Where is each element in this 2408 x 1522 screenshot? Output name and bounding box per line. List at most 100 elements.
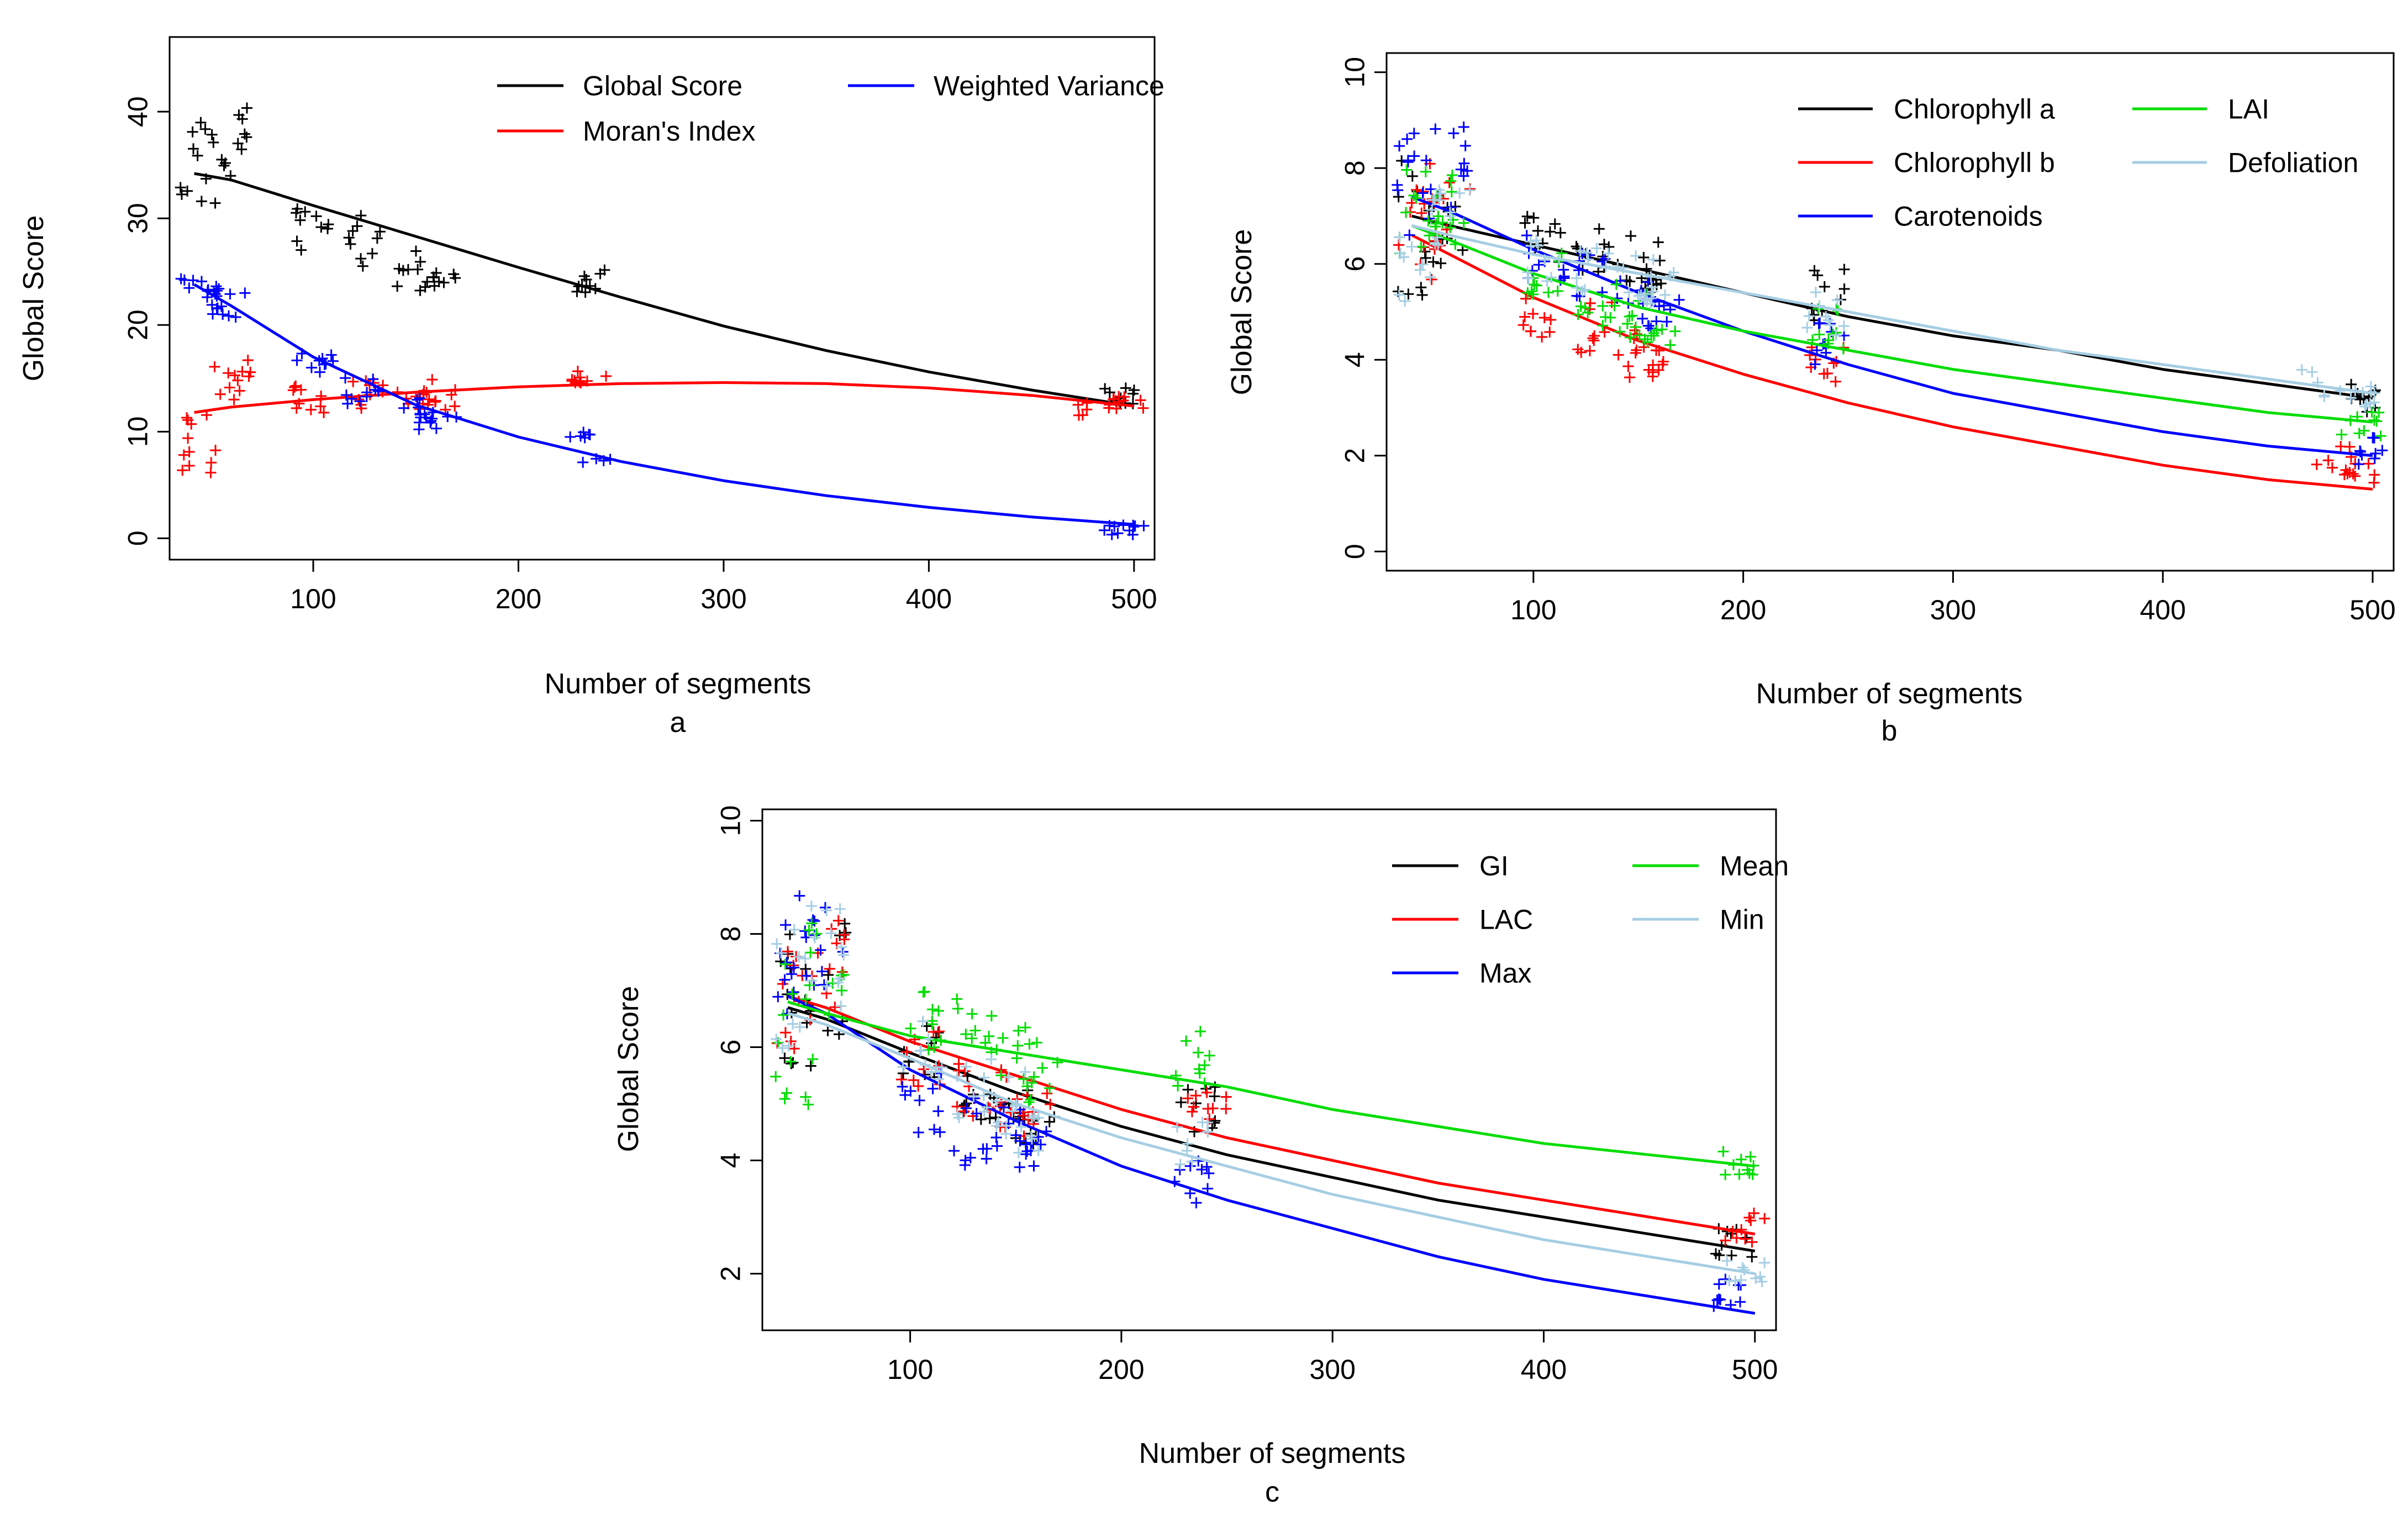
data-point: [770, 1071, 782, 1082]
data-point: [1625, 331, 1636, 343]
data-point: [2371, 415, 2383, 427]
data-point: [1458, 217, 1469, 229]
data-point: [934, 1126, 946, 1138]
data-point: [788, 986, 799, 998]
data-point: [429, 396, 441, 408]
data-point: [1012, 1040, 1024, 1051]
legend-label: Max: [1479, 958, 1531, 989]
data-point: [1458, 121, 1469, 133]
trend-line: [194, 172, 1135, 408]
data-point: [1458, 157, 1470, 169]
data-point: [1827, 328, 1839, 340]
data-point: [966, 1008, 978, 1020]
data-point: [1536, 331, 1548, 343]
data-point: [969, 1025, 981, 1036]
data-point: [1416, 289, 1428, 301]
data-point: [354, 396, 366, 407]
data-point: [836, 984, 847, 996]
data-point: [1597, 320, 1609, 331]
data-point: [2367, 432, 2379, 444]
data-point: [1803, 310, 1815, 322]
data-point: [1209, 1081, 1221, 1093]
data-point: [1673, 294, 1685, 306]
data-point: [1220, 1103, 1232, 1115]
data-point: [242, 355, 254, 366]
data-point: [1638, 251, 1650, 263]
data-point: [1743, 1168, 1755, 1179]
plot-area: [175, 102, 1150, 540]
data-point: [175, 182, 186, 193]
data-point: [1812, 270, 1824, 281]
data-point: [1459, 140, 1471, 151]
data-point: [1035, 1139, 1046, 1150]
data-point: [414, 392, 425, 404]
data-point: [927, 1083, 939, 1094]
data-point: [1542, 287, 1554, 298]
data-point: [1653, 364, 1664, 376]
data-point: [1552, 285, 1563, 297]
data-point: [425, 415, 437, 426]
data-point: [1820, 311, 1832, 323]
data-point: [1174, 1158, 1186, 1170]
data-point: [1613, 349, 1624, 361]
series-global-score: [175, 102, 1140, 410]
data-point: [1715, 1294, 1726, 1305]
data-point: [832, 915, 844, 926]
data-point: [572, 365, 583, 377]
legend-label: Defoliation: [2228, 148, 2358, 178]
data-point: [1527, 308, 1539, 319]
data-point: [794, 1021, 805, 1033]
data-point: [1652, 236, 1664, 248]
data-point: [785, 1056, 797, 1067]
data-point: [1044, 1116, 1055, 1128]
data-point: [2353, 459, 2364, 470]
y-tick-label: 0: [1340, 544, 1371, 559]
data-point: [229, 370, 241, 381]
data-point: [1664, 339, 1676, 351]
data-point: [208, 136, 219, 148]
data-point: [438, 277, 450, 288]
data-point: [807, 1054, 819, 1065]
data-point: [414, 417, 425, 428]
data-point: [929, 1041, 940, 1053]
data-point: [1443, 177, 1455, 188]
data-point: [1522, 272, 1534, 284]
data-point: [1209, 1115, 1221, 1126]
data-point: [1024, 1038, 1035, 1050]
data-point: [1186, 1106, 1198, 1118]
data-point: [838, 929, 850, 941]
trend-line: [1411, 234, 2373, 491]
legend-item: Defoliation: [2132, 148, 2358, 178]
data-point: [367, 373, 379, 385]
data-point: [314, 366, 326, 378]
data-point: [2368, 477, 2380, 488]
data-point: [347, 376, 359, 387]
data-point: [1521, 210, 1533, 222]
data-point: [779, 974, 791, 986]
data-point: [1623, 287, 1635, 298]
data-point: [1204, 1050, 1215, 1061]
data-point: [783, 1040, 794, 1052]
x-tick-label: 100: [1510, 594, 1556, 625]
data-point: [1720, 1169, 1731, 1181]
data-point: [1519, 311, 1531, 323]
data-point: [228, 394, 240, 405]
data-point: [299, 206, 311, 218]
data-point: [1135, 394, 1146, 406]
data-point: [1112, 528, 1124, 539]
plot-frame: [761, 808, 1777, 1331]
data-point: [977, 1143, 989, 1155]
data-point: [961, 1061, 972, 1072]
data-point: [1417, 187, 1429, 199]
data-point: [1415, 241, 1427, 252]
data-point: [788, 924, 800, 935]
x-tick-label: 200: [1720, 594, 1766, 625]
data-point: [232, 138, 244, 149]
data-point: [1838, 264, 1850, 275]
data-point: [205, 467, 217, 478]
data-point: [392, 281, 403, 292]
data-point: [990, 1132, 1002, 1144]
data-point: [776, 947, 787, 959]
data-point: [187, 126, 198, 138]
data-point: [1401, 164, 1413, 176]
